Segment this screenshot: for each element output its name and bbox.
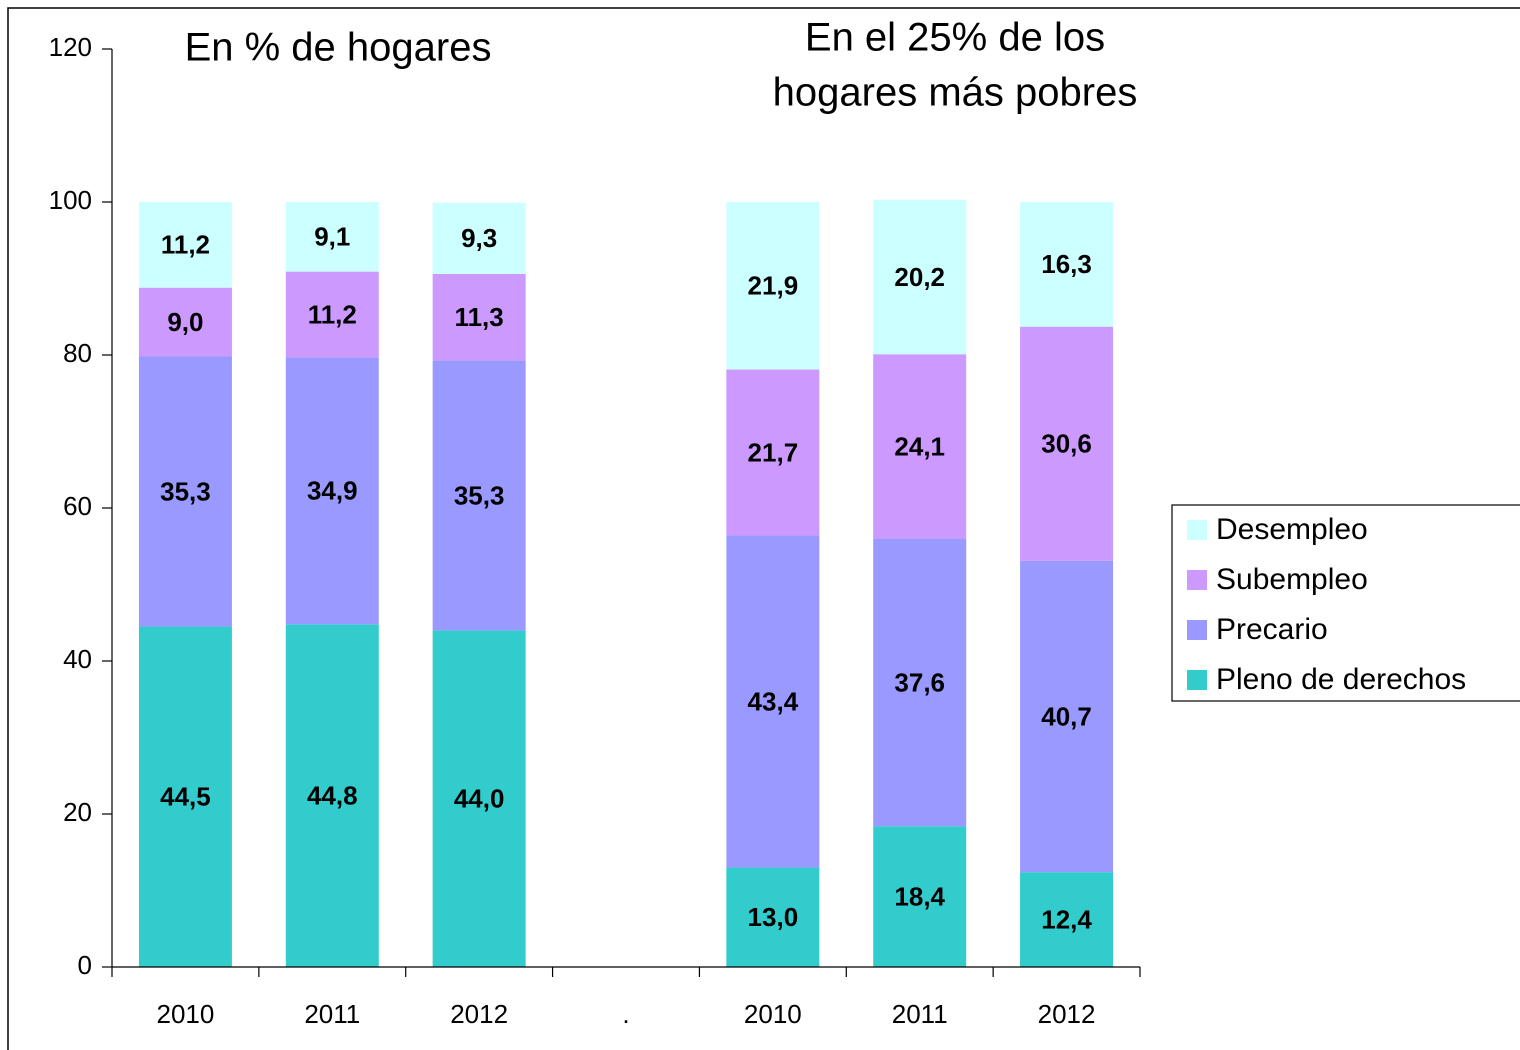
data-label: 43,4 (748, 686, 799, 716)
x-tick-label: 2010 (744, 999, 802, 1029)
annotation: En el 25% de los (805, 16, 1105, 60)
y-tick-label: 20 (63, 797, 92, 827)
data-label: 24,1 (894, 431, 945, 461)
x-tick-label: 2012 (450, 999, 508, 1029)
bar-segment (285, 202, 379, 272)
data-label: 9,3 (461, 223, 497, 253)
bar-segment (432, 273, 526, 361)
bar-segment (432, 630, 526, 967)
y-tick-label: 60 (63, 491, 92, 521)
data-label: 44,8 (307, 781, 358, 811)
data-label: 34,9 (307, 476, 358, 506)
data-label: 21,9 (748, 271, 799, 301)
data-label: 13,0 (748, 902, 799, 932)
legend-swatch (1187, 570, 1207, 590)
y-tick-label: 120 (49, 32, 92, 62)
x-tick-label: 2012 (1038, 999, 1096, 1029)
bar-segment (432, 360, 526, 631)
y-tick-label: 80 (63, 338, 92, 368)
data-label: 35,3 (454, 480, 505, 510)
data-label: 16,3 (1041, 249, 1092, 279)
bar-segment (285, 624, 379, 967)
data-label: 20,2 (894, 262, 945, 292)
data-label: 11,2 (161, 230, 210, 260)
data-label: 35,3 (160, 476, 211, 506)
bar-segment (285, 357, 379, 625)
y-tick-label: 100 (49, 185, 92, 215)
legend-swatch (1187, 520, 1207, 540)
bar-segment (1020, 326, 1114, 561)
data-label: 11,2 (308, 299, 357, 329)
bar-segment (138, 626, 232, 967)
bar-segment (138, 287, 232, 357)
annotation: En % de hogares (185, 26, 492, 70)
bar-segment (1020, 202, 1114, 327)
data-label: 44,0 (454, 784, 505, 814)
legend-box (1171, 504, 1520, 702)
bar-segment (726, 202, 820, 370)
data-label: 12,4 (1041, 904, 1092, 934)
y-tick-label: 0 (78, 950, 92, 980)
legend-label: Subempleo (1216, 563, 1368, 596)
data-label: 21,7 (748, 437, 799, 467)
bar-segment (873, 826, 967, 967)
x-tick-label: 2010 (157, 999, 215, 1029)
y-tick-label: 40 (63, 644, 92, 674)
bar-segment (873, 199, 967, 355)
legend-swatch (1187, 670, 1207, 690)
bar-segment (432, 202, 526, 274)
chart-border (7, 7, 1520, 1050)
data-label: 18,4 (894, 881, 945, 911)
data-label: 30,6 (1041, 429, 1092, 459)
bar-segment (726, 867, 820, 967)
data-label: 9,0 (167, 307, 203, 337)
legend-label: Pleno de derechos (1216, 663, 1466, 696)
bar-segment (726, 369, 820, 536)
bar-segment (1020, 560, 1114, 873)
x-tick-label: . (622, 999, 629, 1029)
x-tick-label: 2011 (892, 999, 948, 1029)
x-tick-label: 2011 (304, 999, 360, 1029)
data-label: 11,3 (455, 302, 504, 332)
data-label: 37,6 (894, 667, 945, 697)
annotation: hogares más pobres (773, 71, 1138, 115)
bar-segment (1020, 872, 1114, 967)
bar-segment (138, 356, 232, 627)
legend-label: Desempleo (1216, 513, 1368, 546)
bar-segment (873, 538, 967, 827)
bar-segment (285, 271, 379, 358)
data-label: 40,7 (1041, 701, 1092, 731)
data-label: 9,1 (314, 222, 350, 252)
data-label: 44,5 (160, 782, 211, 812)
bar-segment (138, 202, 232, 288)
bar-segment (726, 535, 820, 868)
legend-swatch (1187, 620, 1207, 640)
legend-label: Precario (1216, 613, 1328, 646)
bar-segment (873, 354, 967, 539)
